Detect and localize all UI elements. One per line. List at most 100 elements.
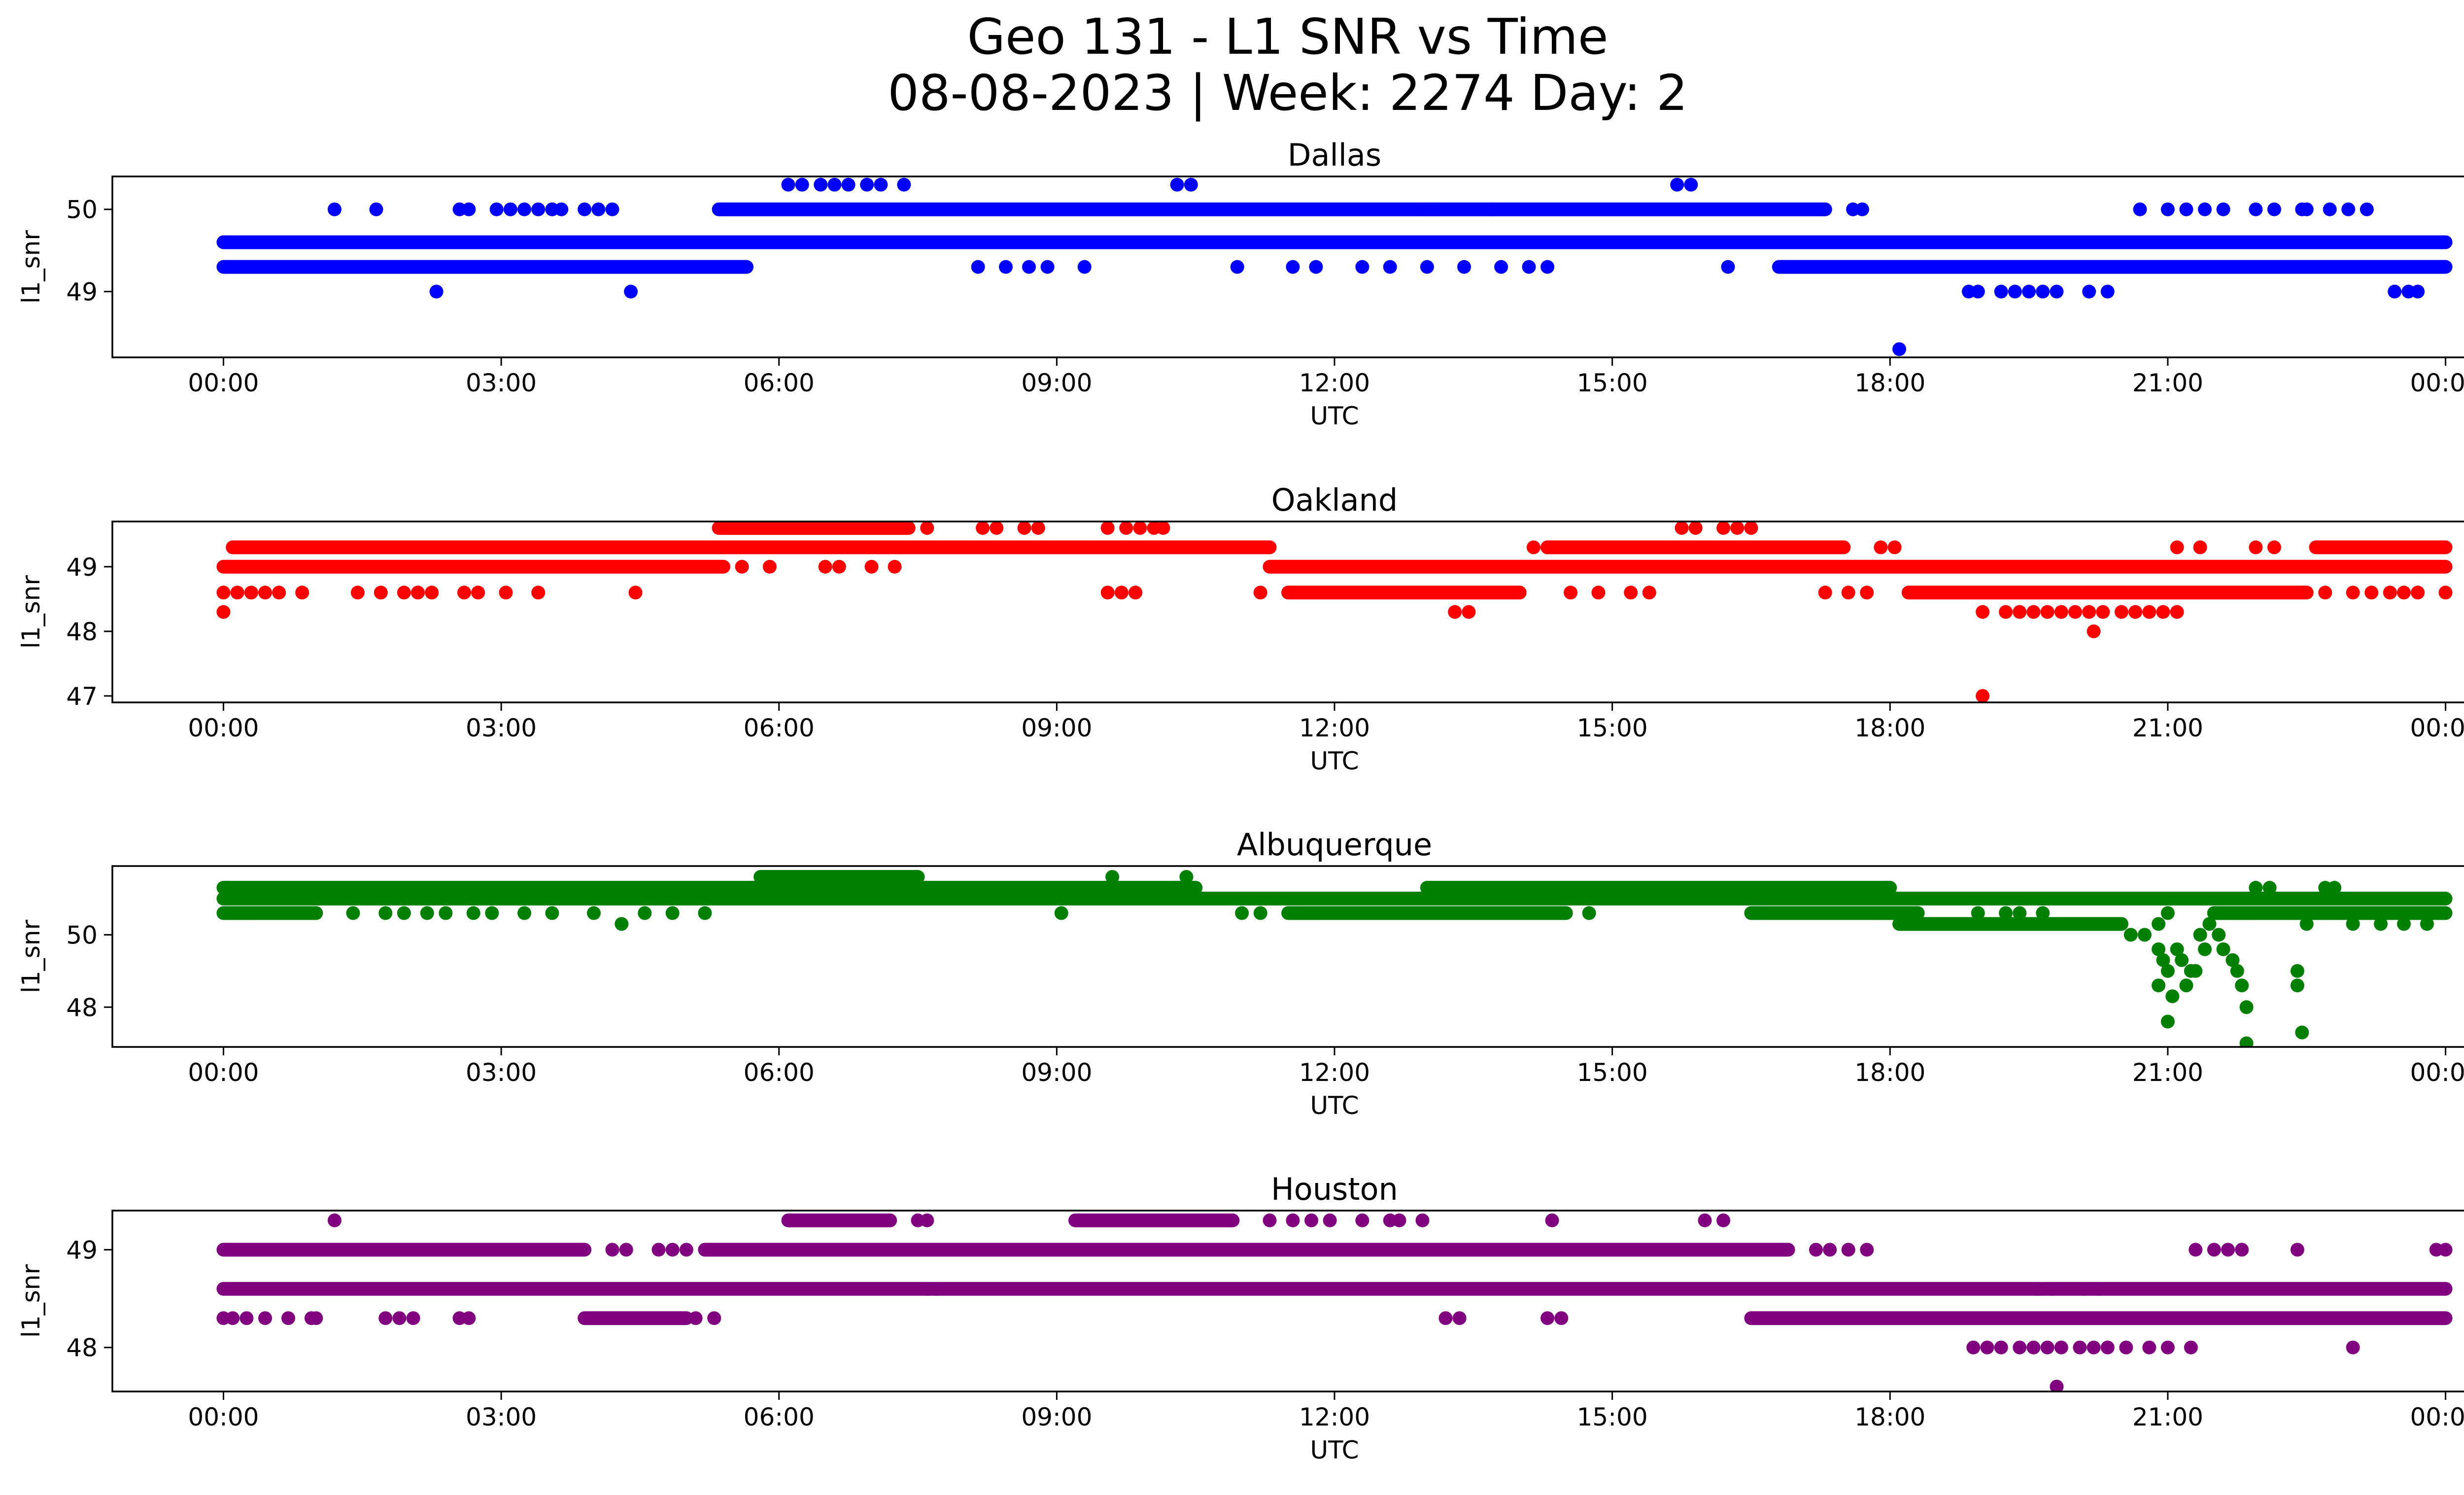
data-point bbox=[2420, 917, 2434, 931]
data-point bbox=[1235, 906, 1249, 920]
data-point bbox=[1966, 1340, 1981, 1355]
data-point bbox=[429, 284, 444, 299]
figure-title: Geo 131 - L1 SNR vs Time 08-08-2023 | We… bbox=[0, 9, 2464, 121]
data-point bbox=[369, 202, 383, 216]
data-point bbox=[2068, 605, 2083, 619]
data-point bbox=[1022, 260, 1036, 274]
data-point bbox=[1540, 540, 1555, 555]
x-axis-label: UTC bbox=[1310, 1436, 1359, 1464]
data-point bbox=[1017, 522, 1031, 535]
data-point bbox=[2013, 1340, 2027, 1355]
data-point bbox=[1452, 1311, 1467, 1325]
data-point bbox=[258, 1311, 272, 1325]
data-point bbox=[1129, 586, 1143, 600]
figure-title-line-2: 08-08-2023 | Week: 2274 Day: 2 bbox=[888, 64, 1688, 122]
data-band bbox=[226, 540, 1277, 555]
data-point bbox=[971, 260, 985, 274]
data-point bbox=[1874, 540, 1888, 555]
data-band bbox=[753, 870, 925, 884]
data-point bbox=[397, 586, 411, 600]
data-point bbox=[2360, 202, 2374, 216]
data-point bbox=[2290, 1243, 2304, 1257]
data-point bbox=[586, 906, 601, 920]
data-point bbox=[591, 202, 606, 216]
data-point bbox=[1688, 522, 1703, 535]
data-point bbox=[2221, 1243, 2235, 1257]
data-point bbox=[2170, 540, 2184, 555]
data-point bbox=[2054, 1340, 2068, 1355]
data-point bbox=[1230, 260, 1244, 274]
data-band bbox=[1901, 586, 2314, 600]
data-point bbox=[1841, 1243, 1855, 1257]
data-point bbox=[1100, 522, 1115, 535]
x-tick-label: 12:00 bbox=[1299, 369, 1370, 397]
data-band bbox=[781, 1213, 897, 1227]
x-tick-label: 21:00 bbox=[2132, 1403, 2203, 1431]
data-point bbox=[2119, 1340, 2133, 1355]
data-point bbox=[378, 906, 393, 920]
data-point bbox=[309, 1311, 323, 1325]
data-point bbox=[258, 586, 272, 600]
data-point bbox=[2189, 964, 2203, 978]
data-point bbox=[2082, 605, 2096, 619]
data-point bbox=[1818, 586, 1832, 600]
data-point bbox=[230, 586, 244, 600]
data-point bbox=[1040, 260, 1055, 274]
data-point bbox=[1994, 284, 2008, 299]
data-point bbox=[605, 1243, 619, 1257]
data-points bbox=[216, 870, 2453, 1047]
data-point bbox=[485, 906, 499, 920]
data-points bbox=[216, 1213, 2453, 1391]
y-tick-label: 49 bbox=[66, 553, 98, 582]
data-point bbox=[1540, 1311, 1555, 1325]
data-band bbox=[578, 1311, 693, 1325]
data-band bbox=[216, 906, 323, 920]
data-point bbox=[1263, 1213, 1277, 1227]
data-point bbox=[1721, 260, 1735, 274]
data-point bbox=[1670, 177, 1684, 192]
data-point bbox=[2364, 586, 2379, 600]
data-point bbox=[1582, 906, 1596, 920]
data-point bbox=[1892, 342, 1907, 356]
data-point bbox=[2184, 1340, 2198, 1355]
data-point bbox=[2346, 1340, 2360, 1355]
data-point bbox=[707, 1311, 721, 1325]
data-point bbox=[1540, 260, 1555, 274]
x-tick-label: 18:00 bbox=[1854, 369, 1925, 397]
y-tick-label: 47 bbox=[66, 682, 98, 711]
data-point bbox=[615, 917, 629, 931]
data-band bbox=[712, 522, 916, 535]
data-point bbox=[2160, 964, 2175, 978]
x-axis-label: UTC bbox=[1310, 402, 1359, 430]
data-point bbox=[1253, 906, 1267, 920]
data-band bbox=[2207, 906, 2453, 920]
data-point bbox=[2013, 906, 2027, 920]
data-point bbox=[1438, 1311, 1453, 1325]
x-tick-label: 12:00 bbox=[1299, 1403, 1370, 1431]
data-point bbox=[990, 522, 1004, 535]
x-tick-label: 00:00 bbox=[188, 369, 259, 397]
data-point bbox=[1286, 260, 1300, 274]
data-point bbox=[1462, 605, 1476, 619]
data-point bbox=[2397, 917, 2411, 931]
data-point bbox=[888, 559, 902, 574]
data-point bbox=[517, 202, 532, 216]
data-point bbox=[2383, 586, 2397, 600]
data-point bbox=[1999, 906, 2013, 920]
subplot-albuquerque: Albuquerque 00:00 03:00 06:00 09:00 12:00 15:0… bbox=[17, 827, 2464, 1120]
data-point bbox=[2318, 586, 2332, 600]
x-tick-label: 15:00 bbox=[1577, 1058, 1648, 1087]
x-tick-label: 06:00 bbox=[744, 714, 815, 742]
data-band bbox=[216, 559, 730, 574]
data-point bbox=[2142, 1340, 2156, 1355]
data-point bbox=[2026, 1340, 2041, 1355]
data-points bbox=[216, 522, 2453, 702]
subplot-title: Albuquerque bbox=[1237, 827, 1432, 863]
data-point bbox=[2239, 1036, 2254, 1047]
data-point bbox=[1522, 260, 1536, 274]
data-point bbox=[818, 559, 832, 574]
data-point bbox=[2267, 202, 2281, 216]
x-tick-label: 09:00 bbox=[1021, 369, 1092, 397]
data-point bbox=[2073, 1340, 2087, 1355]
data-point bbox=[1971, 906, 1985, 920]
